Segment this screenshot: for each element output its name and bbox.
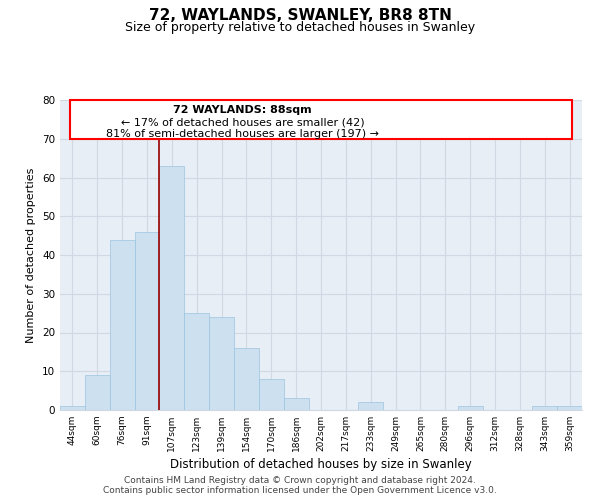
Text: Size of property relative to detached houses in Swanley: Size of property relative to detached ho…: [125, 21, 475, 34]
Text: ← 17% of detached houses are smaller (42): ← 17% of detached houses are smaller (42…: [121, 117, 365, 127]
Y-axis label: Number of detached properties: Number of detached properties: [26, 168, 37, 342]
Bar: [160, 166, 184, 410]
FancyBboxPatch shape: [70, 100, 572, 138]
Bar: [110, 240, 134, 410]
Bar: [85, 375, 110, 410]
Text: Contains HM Land Registry data © Crown copyright and database right 2024.
Contai: Contains HM Land Registry data © Crown c…: [103, 476, 497, 495]
Bar: [209, 317, 234, 410]
Bar: [184, 313, 209, 410]
Bar: [284, 398, 308, 410]
Bar: [134, 232, 160, 410]
Text: 72 WAYLANDS: 88sqm: 72 WAYLANDS: 88sqm: [173, 104, 312, 115]
Bar: [234, 348, 259, 410]
Bar: [259, 379, 284, 410]
Bar: [532, 406, 557, 410]
Bar: [358, 402, 383, 410]
Text: 81% of semi-detached houses are larger (197) →: 81% of semi-detached houses are larger (…: [106, 130, 379, 140]
Bar: [458, 406, 482, 410]
Bar: [557, 406, 582, 410]
X-axis label: Distribution of detached houses by size in Swanley: Distribution of detached houses by size …: [170, 458, 472, 471]
Text: 72, WAYLANDS, SWANLEY, BR8 8TN: 72, WAYLANDS, SWANLEY, BR8 8TN: [149, 8, 451, 22]
Bar: [60, 406, 85, 410]
